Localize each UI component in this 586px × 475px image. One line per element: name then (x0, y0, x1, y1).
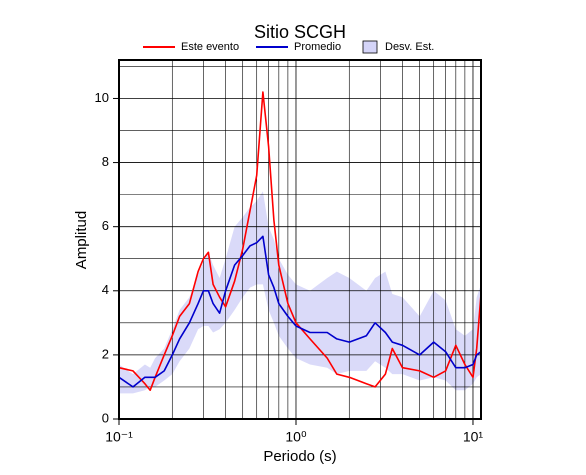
y-tick-label: 2 (102, 346, 109, 361)
y-tick-label: 0 (102, 410, 109, 425)
x-axis-label: Periodo (s) (263, 448, 336, 465)
legend-swatch (362, 40, 378, 54)
legend-label: Este evento (181, 41, 239, 53)
y-tick-label: 4 (102, 282, 109, 297)
x-tick-label: 10¹ (463, 429, 484, 445)
series-line (118, 91, 482, 391)
legend-label: Promedio (294, 41, 341, 53)
legend-label: Desv. Est. (385, 41, 434, 53)
plot-frame (118, 59, 482, 420)
chart-title: Sitio SCGH (254, 22, 346, 42)
y-tick-label: 6 (102, 218, 109, 233)
x-tick-label: 10⁻¹ (105, 429, 133, 445)
y-tick-label: 8 (102, 154, 109, 169)
y-tick-label: 10 (95, 90, 109, 105)
series-line (118, 235, 482, 388)
std-band (119, 191, 481, 394)
y-axis-label: Amplitud (73, 211, 90, 269)
x-tick-label: 10⁰ (285, 429, 307, 445)
